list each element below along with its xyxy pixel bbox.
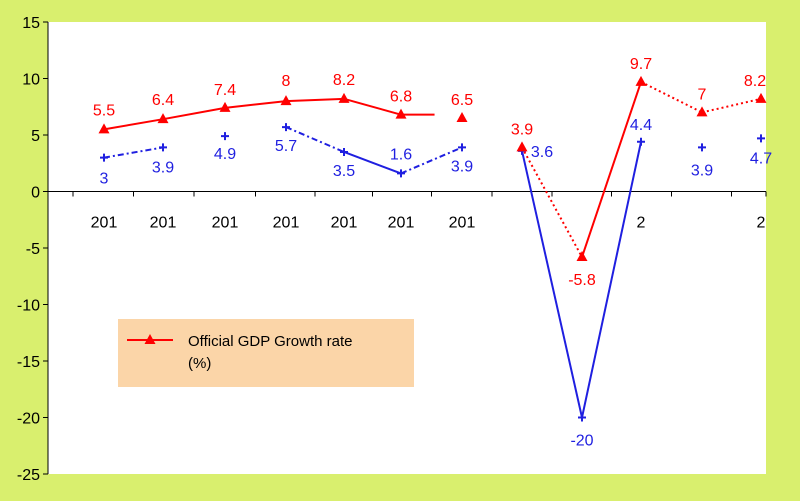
legend-triangle-icon bbox=[144, 334, 156, 344]
red-data-label: 7 bbox=[698, 86, 707, 103]
blue-data-label: 4.7 bbox=[750, 150, 772, 167]
blue-point bbox=[340, 147, 348, 156]
red-point bbox=[755, 92, 767, 103]
blue-data-label: 3 bbox=[100, 171, 109, 188]
y-tick-label: 15 bbox=[22, 15, 40, 32]
blue-point bbox=[159, 143, 167, 152]
legend-box bbox=[118, 319, 414, 387]
x-axis: 201 201 201 201 201 201 201 2 2 bbox=[48, 191, 767, 232]
y-tick-label: -10 bbox=[17, 298, 40, 315]
red-point bbox=[98, 123, 110, 134]
x-tick-label: 201 bbox=[150, 215, 177, 232]
y-tick-label: -20 bbox=[17, 411, 40, 428]
red-data-label: 3.9 bbox=[511, 121, 533, 138]
legend: Official GDP Growth rate (%) bbox=[118, 319, 414, 387]
blue-data-label: 4.4 bbox=[630, 117, 652, 134]
blue-data-label: 3.9 bbox=[451, 158, 473, 175]
blue-point bbox=[458, 143, 466, 152]
red-data-label: 5.5 bbox=[93, 102, 115, 119]
red-line-segment bbox=[285, 97, 345, 103]
blue-data-label: 3.6 bbox=[531, 144, 553, 161]
red-point bbox=[395, 108, 407, 119]
blue-point bbox=[637, 137, 645, 146]
blue-line-segment bbox=[400, 146, 463, 175]
blue-point bbox=[397, 169, 405, 178]
red-point bbox=[157, 113, 169, 124]
blue-data-label: -20 bbox=[570, 433, 593, 450]
x-tick-label: 201 bbox=[273, 215, 300, 232]
x-tick-label: 201 bbox=[91, 215, 118, 232]
blue-point bbox=[698, 143, 706, 152]
blue-data-label: 3.9 bbox=[691, 162, 713, 179]
x-tick-label: 201 bbox=[331, 215, 358, 232]
red-line-segment bbox=[103, 118, 164, 131]
x-tick-label: 2 bbox=[637, 215, 646, 232]
red-line-segment bbox=[701, 97, 762, 114]
blue-data-label: 1.6 bbox=[390, 146, 412, 163]
red-data-label: 8.2 bbox=[744, 73, 766, 90]
red-point bbox=[456, 112, 468, 123]
blue-point bbox=[221, 132, 229, 141]
red-data-label: 8 bbox=[282, 73, 291, 90]
y-tick-label: -25 bbox=[17, 467, 40, 484]
blue-line-segment bbox=[103, 146, 164, 159]
red-point bbox=[696, 106, 708, 117]
blue-data-label: 4.9 bbox=[214, 146, 236, 163]
red-line-segment bbox=[224, 100, 287, 109]
red-data-label: 6.8 bbox=[390, 89, 412, 106]
red-point bbox=[576, 251, 588, 262]
red-line-segment bbox=[162, 106, 226, 121]
red-data-label: 7.4 bbox=[214, 82, 236, 99]
red-point bbox=[516, 141, 528, 152]
blue-point bbox=[578, 413, 586, 422]
red-data-label: 9.7 bbox=[630, 56, 652, 73]
x-tick-label: 201 bbox=[212, 215, 239, 232]
red-line-segment bbox=[640, 80, 703, 114]
red-line-segment bbox=[343, 97, 402, 116]
red-data-label: 6.4 bbox=[152, 92, 174, 109]
x-tick-label: 201 bbox=[449, 215, 476, 232]
blue-data-label: 3.9 bbox=[152, 159, 174, 176]
red-line-segment bbox=[581, 81, 642, 258]
blue-line-segment bbox=[521, 150, 583, 418]
blue-line-segment bbox=[581, 141, 642, 418]
plot-area bbox=[48, 22, 766, 474]
red-line-segment bbox=[521, 146, 583, 258]
legend-label-line1: Official GDP Growth rate bbox=[188, 333, 353, 350]
y-axis: 15 10 5 0 -5 -10 -15 -20 -25 bbox=[17, 15, 49, 484]
blue-point bbox=[757, 134, 765, 143]
red-point bbox=[219, 101, 231, 112]
blue-point bbox=[282, 123, 290, 132]
red-point bbox=[338, 92, 350, 103]
series-blue: 3 3.9 4.9 5.7 3.5 1.6 3.9 3.6 -20 4.4 3.9 4.7 bbox=[100, 117, 773, 450]
red-data-label: -5.8 bbox=[568, 272, 596, 289]
red-point bbox=[635, 75, 647, 86]
blue-line-segment bbox=[285, 126, 345, 153]
red-data-label: 6.5 bbox=[451, 92, 473, 109]
y-tick-label: -15 bbox=[17, 354, 40, 371]
x-tick-label: 2 bbox=[757, 215, 766, 232]
blue-point bbox=[100, 153, 108, 162]
y-tick-label: -5 bbox=[26, 241, 40, 258]
y-tick-label: 10 bbox=[22, 72, 40, 89]
blue-data-label: 3.5 bbox=[333, 163, 355, 180]
blue-line-segment bbox=[343, 151, 402, 175]
series-red: 5.5 6.4 7.4 8 8.2 6.8 6.5 3.9 -5.8 9.7 7 8.2 bbox=[93, 56, 767, 289]
red-data-label: 8.2 bbox=[333, 72, 355, 89]
blue-data-label: 5.7 bbox=[275, 138, 297, 155]
red-point bbox=[280, 95, 292, 106]
x-tick-label: 201 bbox=[388, 215, 415, 232]
legend-label-line2: (%) bbox=[188, 355, 211, 372]
y-tick-label: 0 bbox=[31, 185, 40, 202]
y-tick-label: 5 bbox=[31, 128, 40, 145]
